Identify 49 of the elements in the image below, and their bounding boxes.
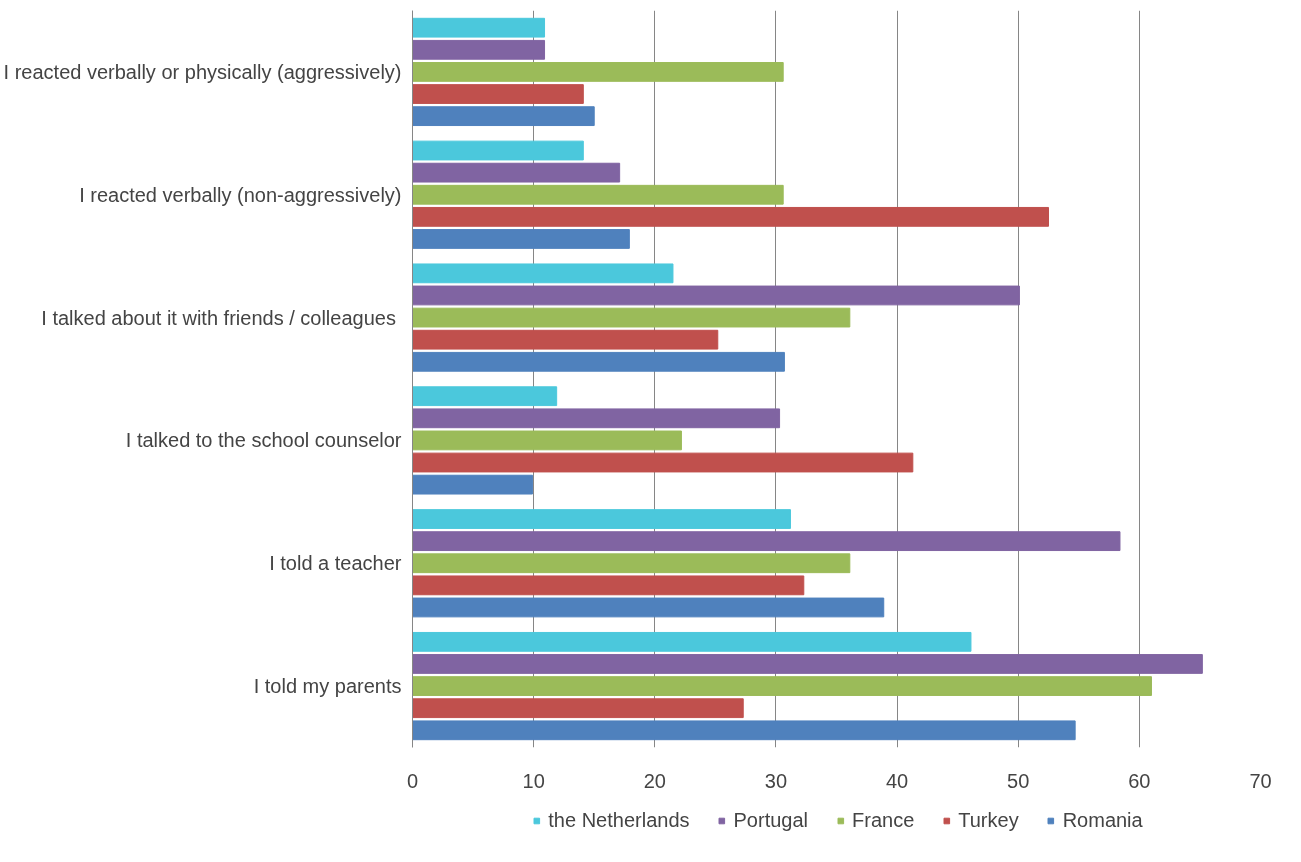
legend-label: Portugal	[733, 808, 809, 832]
bar	[412, 386, 558, 407]
y-tick-label: I talked about it with friends / colleagues	[41, 306, 396, 329]
x-tick-label: 0	[406, 769, 419, 792]
bar	[412, 307, 851, 328]
bar	[412, 408, 781, 429]
bar	[412, 229, 630, 249]
y-tick-label: I talked to the school counselor	[125, 429, 402, 452]
bar	[412, 206, 1049, 227]
x-tick-label: 60	[1128, 769, 1151, 792]
x-tick-label: 40	[885, 769, 909, 792]
bar	[412, 351, 785, 372]
bar	[412, 509, 791, 529]
bar	[412, 452, 914, 473]
legend-label: France	[852, 808, 915, 832]
legend-label: Romania	[1062, 808, 1143, 832]
bar	[412, 263, 674, 284]
x-tick-label: 50	[1007, 769, 1030, 792]
y-tick-label: I reacted verbally (non-aggressively)	[79, 183, 402, 206]
x-tick-label: 70	[1249, 769, 1272, 792]
bar	[412, 39, 546, 60]
bar	[412, 162, 621, 183]
bar	[412, 430, 682, 451]
bar	[412, 62, 784, 82]
legend-label: the Netherlands	[548, 808, 690, 832]
bar	[412, 474, 533, 495]
bar	[412, 285, 1020, 306]
bar	[412, 575, 805, 596]
bar	[412, 553, 851, 574]
bar	[412, 531, 1121, 552]
y-tick-label: I told my parents	[253, 675, 402, 698]
legend-label: Turkey	[958, 808, 1019, 832]
bar	[412, 654, 1203, 674]
bar	[412, 106, 595, 127]
x-tick-label: 10	[522, 769, 545, 792]
bar	[412, 184, 784, 205]
x-tick-label: 30	[764, 769, 788, 792]
bar	[412, 329, 719, 350]
x-tick-label: 20	[643, 769, 666, 792]
bar	[412, 676, 1152, 696]
y-tick-label: I reacted verbally or physically (aggressively)	[3, 60, 402, 83]
bar	[412, 631, 972, 652]
bar	[412, 720, 1076, 741]
bar	[412, 698, 744, 719]
bar	[412, 597, 885, 618]
bar	[412, 140, 584, 161]
y-tick-label: I told a teacher	[269, 552, 402, 575]
bar	[412, 84, 584, 104]
bar	[412, 17, 546, 38]
